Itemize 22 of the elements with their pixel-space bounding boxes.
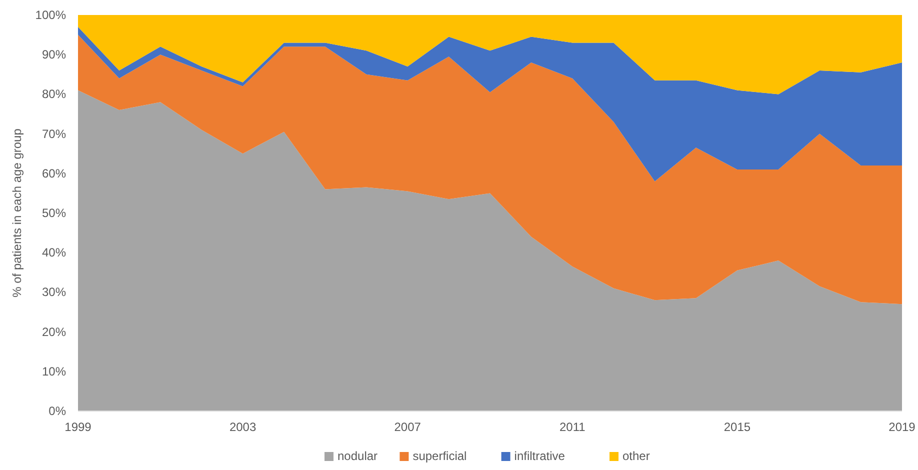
y-tick-label: 70% [42, 126, 66, 141]
legend-label: infiltrative [514, 449, 566, 463]
y-tick-label: 20% [42, 324, 66, 339]
y-tick-label: 50% [42, 206, 66, 220]
y-axis-title: % of patients in each age group [10, 128, 24, 298]
x-tick-label: 2007 [394, 420, 422, 434]
legend-label: other [622, 449, 650, 463]
x-tick-label: 1999 [64, 420, 92, 434]
x-tick-label: 2019 [888, 420, 916, 434]
y-tick-label: 40% [42, 246, 66, 260]
x-tick-label: 2003 [229, 420, 256, 434]
y-tick-label: 100% [35, 8, 66, 22]
y-tick-label: 60% [42, 166, 66, 180]
y-tick-label: 10% [42, 364, 66, 378]
x-tick-label: 2015 [724, 420, 751, 434]
y-tick-label: 80% [42, 87, 66, 102]
legend-label: superficial [412, 449, 467, 463]
x-tick-label: 2011 [559, 420, 586, 434]
y-tick-label: 0% [48, 404, 66, 418]
legend-label: nodular [338, 449, 378, 463]
y-tick-label: 90% [42, 48, 66, 62]
y-tick-label: 30% [42, 285, 66, 300]
